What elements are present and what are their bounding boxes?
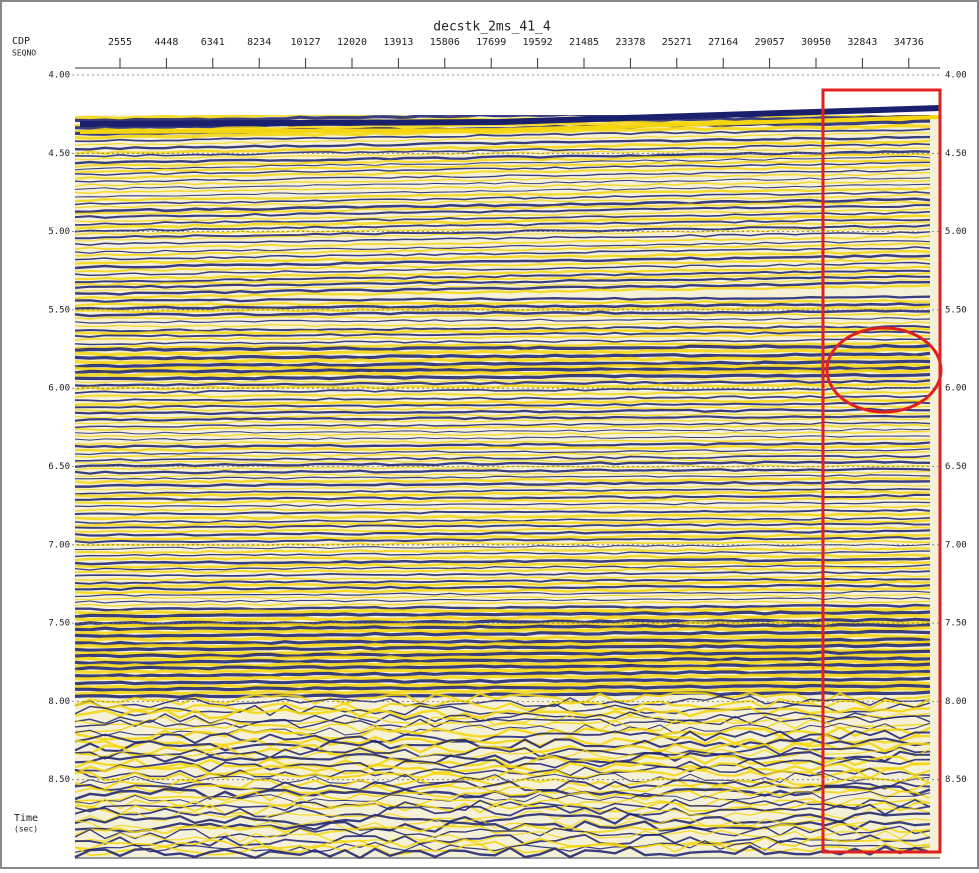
y-tick-label: 6.50 — [48, 462, 70, 472]
y-tick-label: 4.50 — [48, 149, 70, 159]
x-tick-label: 2555 — [108, 37, 132, 48]
seismic-section — [75, 70, 940, 858]
x-axis-label: CDP — [12, 36, 30, 47]
water-column — [75, 70, 940, 115]
page: decstk_2ms_41_4 CDP SEQNO Time (sec) 255… — [0, 0, 979, 873]
x-tick-label: 34736 — [894, 37, 924, 48]
x-tick-label: 25271 — [662, 37, 692, 48]
x-tick-label: 8234 — [247, 37, 271, 48]
y-tick-label-right: 7.50 — [945, 619, 967, 629]
y-tick-label-right: 8.00 — [945, 697, 967, 707]
seismic-figure: decstk_2ms_41_4 CDP SEQNO Time (sec) 255… — [0, 0, 979, 869]
y-tick-label-right: 8.50 — [945, 775, 967, 785]
y-tick-label: 5.00 — [48, 227, 70, 237]
y-tick-label-right: 6.50 — [945, 462, 967, 472]
y-tick-label-right: 5.50 — [945, 305, 967, 315]
y-tick-label: 8.00 — [48, 697, 70, 707]
x-tick-label: 17699 — [476, 37, 506, 48]
x-tick-label: 6341 — [201, 37, 225, 48]
y-tick-label: 7.50 — [48, 619, 70, 629]
y-axis-unit: (sec) — [14, 825, 38, 834]
y-tick-label-right: 5.00 — [945, 227, 967, 237]
x-tick-label: 10127 — [291, 37, 321, 48]
x-tick-label: 21485 — [569, 37, 599, 48]
x-tick-label: 30950 — [801, 37, 831, 48]
x-tick-label: 29057 — [755, 37, 785, 48]
y-tick-label: 7.00 — [48, 540, 70, 550]
x-tick-label: 19592 — [523, 37, 553, 48]
x-axis-sublabel: SEQNO — [12, 49, 36, 58]
x-tick-label: 12020 — [337, 37, 367, 48]
y-tick-label-right: 6.00 — [945, 384, 967, 394]
x-tick-label: 4448 — [154, 37, 178, 48]
x-tick-label: 13913 — [383, 37, 413, 48]
y-tick-label: 4.00 — [48, 71, 70, 81]
x-tick-label: 27164 — [708, 37, 738, 48]
x-tick-label: 15806 — [430, 37, 460, 48]
x-tick-label: 32843 — [847, 37, 877, 48]
y-tick-label: 6.00 — [48, 384, 70, 394]
y-tick-label-right: 4.00 — [945, 71, 967, 81]
y-tick-label-right: 7.00 — [945, 540, 967, 550]
y-axis-label: Time — [14, 813, 38, 824]
y-tick-label: 8.50 — [48, 775, 70, 785]
y-tick-label: 5.50 — [48, 305, 70, 315]
x-tick-label: 23378 — [615, 37, 645, 48]
y-tick-label-right: 4.50 — [945, 149, 967, 159]
title: decstk_2ms_41_4 — [433, 20, 551, 35]
